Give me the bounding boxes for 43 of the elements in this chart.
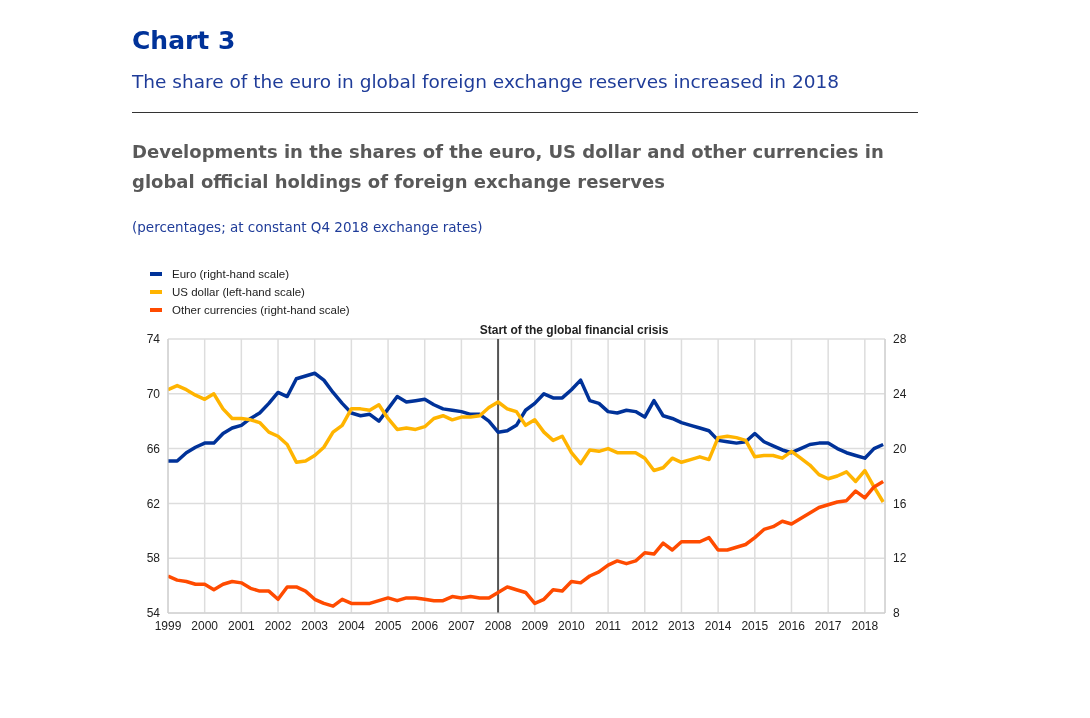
- y-tick-label: 58: [146, 551, 161, 566]
- x-tick-label: 2004: [338, 618, 366, 633]
- x-tick-label: 2013: [668, 618, 696, 633]
- chart-title: Chart 3: [132, 26, 237, 55]
- x-tick-label: 2000: [191, 618, 219, 633]
- x-tick-label: 2018: [851, 618, 879, 633]
- line-series: [168, 383, 885, 504]
- y-tick-label: 62: [146, 496, 161, 511]
- x-tick-label: 2012: [631, 618, 659, 633]
- chart-subtitle: The share of the euro in global foreign exchange reserves increased in 2018: [132, 71, 840, 92]
- x-tick-label: 2005: [374, 618, 402, 633]
- x-tick-label: 1999: [154, 618, 182, 633]
- ref-line-label: Start of the global financial crisis: [479, 323, 669, 337]
- x-tick-label: 2009: [521, 618, 549, 633]
- x-tick-label: 2008: [484, 618, 512, 633]
- y2-tick-label: 16: [893, 496, 907, 511]
- legend-label: Other currencies (right-hand scale): [172, 303, 350, 318]
- legend-label: Euro (right-hand scale): [172, 267, 289, 282]
- legend-label: US dollar (left-hand scale): [172, 285, 305, 300]
- y2-tick-label: 12: [893, 551, 907, 566]
- y-tick-label: 74: [146, 332, 161, 347]
- x-tick-label: 2010: [558, 618, 586, 633]
- x-tick-label: 2015: [741, 618, 769, 633]
- line-series: [168, 371, 885, 463]
- x-tick-label: 2016: [778, 618, 806, 633]
- y-tick-label: 54: [146, 606, 161, 621]
- x-tick-label: 2007: [448, 618, 476, 633]
- y2-tick-label: 20: [893, 441, 907, 456]
- text: (percentages; at constant Q4 2018 exchange rates): [132, 219, 484, 235]
- y2-tick-label: 8: [893, 606, 900, 621]
- x-tick-label: 2014: [704, 618, 732, 633]
- text: Developments in the shares of the euro, US dollar and other currencies in global official holdings of foreign exchange reserves: [132, 140, 885, 194]
- x-tick-label: 2006: [411, 618, 439, 633]
- y2-tick-label: 28: [893, 332, 907, 347]
- x-tick-label: 2003: [301, 618, 329, 633]
- y2-tick-label: 24: [893, 387, 907, 402]
- x-tick-label: 2002: [264, 618, 292, 633]
- y-tick-label: 66: [146, 441, 161, 456]
- x-tick-label: 2017: [814, 618, 842, 633]
- x-tick-label: 2001: [228, 618, 256, 633]
- line-series: [168, 479, 885, 608]
- x-tick-label: 2011: [595, 618, 622, 633]
- y-tick-label: 70: [146, 387, 161, 402]
